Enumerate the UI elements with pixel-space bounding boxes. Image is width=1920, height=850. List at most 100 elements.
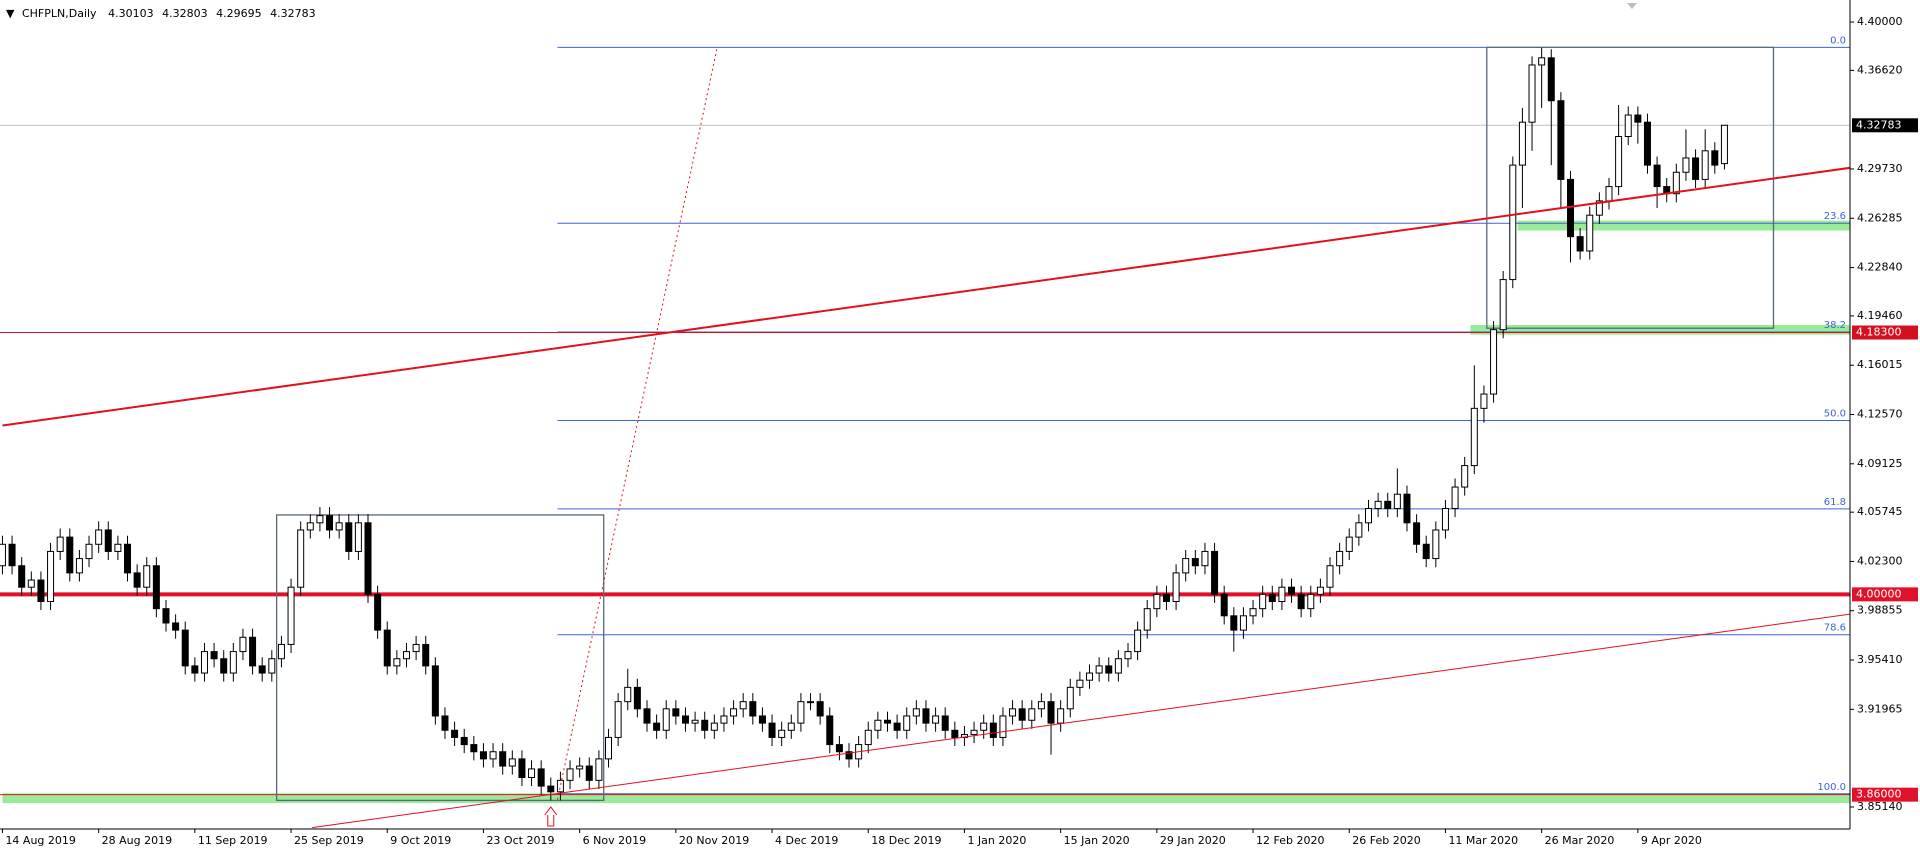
x-tick-label: 25 Sep 2019 [294,834,364,847]
candle-body [653,722,661,731]
candle-body [306,522,314,531]
menu-arrow[interactable]: ▼ [6,7,15,20]
candle-body [1711,150,1719,166]
candle-body [845,751,853,760]
candle-body [1345,536,1353,552]
candle-body [1643,121,1651,166]
candle-body [1172,572,1180,603]
fib-label: 50.0 [1824,409,1846,420]
candle-body [1028,708,1036,721]
candle-body [1422,543,1430,560]
candle-body [1490,329,1498,395]
candle-body [229,651,237,674]
candle-body [566,768,574,781]
x-tick-label: 23 Oct 2019 [486,834,554,847]
candle-body [354,522,362,552]
candle-body [143,565,151,588]
candle-body [1586,214,1594,252]
support-zone [1470,324,1850,335]
candle-body [210,651,218,660]
y-tick-label: 4.40000 [1857,15,1903,28]
candle-body [1134,629,1142,653]
candle-body [576,765,584,770]
candle-body [883,719,891,724]
candle-body [1114,658,1122,674]
y-tick-label: 4.09125 [1857,457,1903,470]
candle-body [1403,493,1411,524]
candle-body [1393,493,1401,510]
candle-body [27,579,35,588]
x-tick-label: 11 Mar 2020 [1448,834,1518,847]
header-close: 4.32783 [270,7,316,20]
candle-body [1191,558,1199,567]
candle-body [1278,586,1286,603]
candle-body [220,658,228,674]
candle-body [18,565,26,588]
candle-body [239,636,247,653]
candle-body [624,686,632,703]
candle-body [383,629,391,667]
candle-body [585,765,593,781]
candle-body [1634,114,1642,123]
candle-body [374,593,382,631]
header-low: 4.29695 [216,7,262,20]
candle-body [499,751,507,767]
candle-body [1076,679,1084,688]
candle-body [316,515,324,524]
level-tag-bg [1852,587,1918,602]
candle-body [1451,486,1459,510]
candle-body [1624,114,1632,137]
candle-body [1297,593,1305,610]
candle-body [1086,672,1094,681]
candle-body [162,608,170,624]
fib-label: 23.6 [1824,211,1846,222]
candle-body [1384,500,1392,510]
candle-body [1509,164,1517,281]
candle-body [152,565,160,610]
candle-body [633,686,641,710]
candle-body [768,722,776,738]
candle-body [451,729,459,738]
candle-body [1470,407,1478,467]
candle-body [75,558,83,574]
candle-body [1701,150,1709,180]
candle-body [1162,593,1170,603]
candle-body [258,665,266,674]
candle-body [422,643,430,667]
candle-body [797,701,805,724]
candle-body [1066,686,1074,710]
candle-body [1336,550,1344,567]
candle-body [1720,124,1728,165]
candle-body [912,708,920,717]
candle-body [268,658,276,674]
candle-body [807,701,815,704]
candle-body [1413,522,1421,545]
plot-area [0,46,1850,829]
y-tick-label: 4.22840 [1857,261,1903,274]
candle-body [605,736,613,760]
candle-body [547,785,555,793]
header-open: 4.30103 [108,7,154,20]
candle-body [1211,550,1219,595]
candle-body [864,729,872,746]
candle-body [277,643,285,660]
candle-body [778,729,786,738]
candle-body [1307,593,1315,610]
x-tick-label: 6 Nov 2019 [583,834,646,847]
candle-body [1355,522,1363,538]
candle-body [874,719,882,731]
level-tag-bg [1852,325,1918,340]
candle-body [508,758,516,767]
fib-label: 0.0 [1830,35,1846,46]
candle-body [1268,593,1276,603]
candle-body [460,736,468,746]
candle-body [1124,651,1132,660]
y-tick-label: 3.95410 [1857,653,1903,666]
candle-body [489,751,497,760]
candle-body [643,708,651,724]
candle-body [980,722,988,731]
candle-body [1682,157,1690,173]
candle-body [393,658,401,667]
candle-body [999,715,1007,738]
